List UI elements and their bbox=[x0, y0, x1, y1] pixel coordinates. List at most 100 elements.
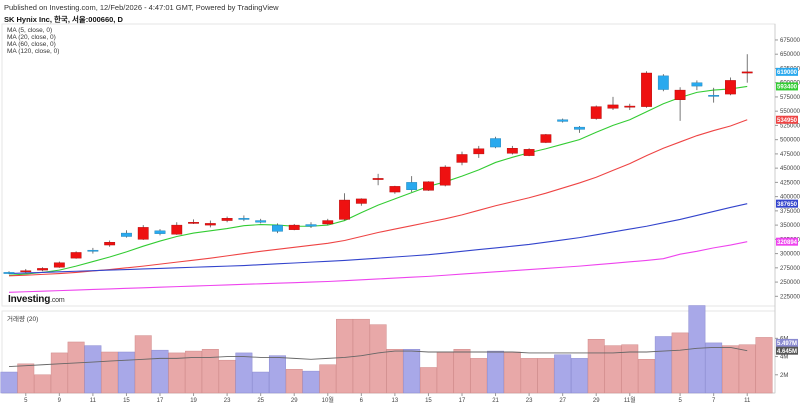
x-tick-label: 21 bbox=[492, 398, 499, 404]
investing-logo: Investing.com bbox=[8, 294, 65, 305]
candle-body bbox=[506, 148, 518, 154]
candle-body bbox=[439, 166, 451, 186]
price-tick-label: 675000 bbox=[780, 38, 800, 44]
volume-bar bbox=[117, 351, 135, 394]
volume-bar bbox=[319, 364, 337, 394]
volume-bar bbox=[201, 349, 219, 394]
candle-body bbox=[389, 186, 401, 193]
candle-body bbox=[104, 241, 116, 246]
volume-bar bbox=[436, 351, 454, 394]
price-tick-label: 650000 bbox=[780, 52, 800, 58]
candle-body bbox=[490, 138, 501, 148]
x-tick-label: 10월 bbox=[322, 396, 334, 404]
candle-body bbox=[87, 249, 99, 252]
x-tick-label: 11 bbox=[744, 398, 751, 404]
volume-bar bbox=[503, 351, 521, 394]
volume-bar bbox=[520, 358, 538, 394]
candle-body bbox=[339, 199, 350, 220]
price-tick-label: 375000 bbox=[780, 209, 800, 215]
candle-body bbox=[305, 224, 317, 227]
volume-bar bbox=[386, 349, 404, 394]
volume-ma-value-tag: 4.645M bbox=[777, 349, 797, 355]
x-tick-label: 13 bbox=[392, 398, 399, 404]
candle-body bbox=[188, 222, 199, 224]
volume-bar bbox=[570, 358, 588, 394]
x-tick-label: 11 bbox=[90, 398, 97, 404]
x-tick-label: 23 bbox=[224, 398, 231, 404]
volume-bar bbox=[185, 350, 203, 394]
candle-body bbox=[204, 223, 216, 226]
ma5-line bbox=[8, 85, 748, 276]
price-tick-label: 400000 bbox=[780, 195, 800, 201]
legend-ma60: MA (60, close, 0) bbox=[7, 41, 56, 48]
price-tick-label: 550000 bbox=[780, 109, 800, 115]
candle-body bbox=[725, 80, 736, 95]
volume-bar bbox=[369, 324, 387, 394]
volume-bar bbox=[168, 352, 186, 394]
x-tick-label: 29 bbox=[593, 398, 600, 404]
x-tick-label: 15 bbox=[425, 398, 432, 404]
volume-bar bbox=[453, 349, 471, 394]
symbol-title: SK Hynix Inc, 한국, 서울:000660, D bbox=[4, 15, 123, 24]
candle-body bbox=[456, 154, 468, 163]
candle-body bbox=[121, 232, 132, 237]
volume-bar bbox=[218, 359, 236, 394]
price-tick-label: 450000 bbox=[780, 166, 800, 172]
price-tick-label: 500000 bbox=[780, 138, 800, 144]
ma60-value-tag: 387650 bbox=[777, 202, 798, 208]
candle-body bbox=[607, 104, 619, 109]
x-tick-label: 27 bbox=[559, 398, 566, 404]
volume-bar bbox=[638, 359, 656, 394]
volume-ma-line bbox=[8, 346, 748, 368]
candle-body bbox=[20, 270, 32, 273]
ma60-line bbox=[8, 203, 748, 275]
candle-body bbox=[355, 198, 367, 204]
legend-ma5: MA (5, close, 0) bbox=[7, 27, 53, 34]
candle-body bbox=[708, 95, 720, 97]
volume-bar bbox=[268, 355, 286, 394]
price-tick-label: 250000 bbox=[780, 280, 800, 286]
price-tick-label: 475000 bbox=[780, 152, 800, 158]
volume-bar bbox=[604, 345, 622, 394]
x-tick-label: 15 bbox=[123, 398, 130, 404]
volume-bar bbox=[587, 338, 605, 394]
candle-body bbox=[557, 119, 569, 122]
volume-bar bbox=[285, 369, 303, 394]
x-tick-label: 29 bbox=[291, 398, 298, 404]
candle-body bbox=[221, 218, 233, 221]
price-pane bbox=[1, 23, 776, 307]
volume-bar bbox=[101, 351, 119, 394]
price-tick-label: 225000 bbox=[780, 294, 800, 300]
x-tick-label: 11월 bbox=[624, 396, 636, 404]
volume-bar bbox=[721, 345, 739, 394]
x-tick-label: 19 bbox=[190, 398, 197, 404]
x-tick-label: 17 bbox=[157, 398, 164, 404]
published-line: Published on Investing.com, 12/Feb/2026 … bbox=[4, 3, 279, 12]
volume-tick-label: 4M bbox=[780, 355, 788, 361]
candle-body bbox=[272, 224, 283, 232]
x-tick-label: 7 bbox=[712, 398, 716, 404]
volume-bar bbox=[621, 344, 639, 394]
x-tick-label: 17 bbox=[459, 398, 466, 404]
candle-body bbox=[674, 89, 686, 100]
ma20-value-tag: 534950 bbox=[777, 118, 798, 124]
volume-bar bbox=[50, 352, 68, 394]
ma120-value-tag-bg bbox=[776, 237, 798, 246]
volume-bar bbox=[134, 335, 152, 394]
volume-bar bbox=[487, 350, 505, 394]
candle-body bbox=[70, 252, 82, 259]
x-tick-label: 5 bbox=[24, 398, 28, 404]
ma120-line bbox=[8, 241, 748, 293]
logo-text: Investing bbox=[8, 294, 51, 305]
current-price-tag-bg bbox=[776, 67, 798, 76]
price-tick-label: 525000 bbox=[780, 123, 800, 129]
candle-body bbox=[691, 82, 703, 87]
volume-bar bbox=[470, 358, 488, 394]
volume-title: 거래량 (20) bbox=[7, 316, 39, 323]
legend-ma20: MA (20, close, 0) bbox=[7, 34, 56, 41]
candle-body bbox=[3, 272, 15, 274]
candle-body bbox=[523, 149, 535, 156]
ma5-value-tag: 593400 bbox=[777, 85, 798, 91]
volume-bar bbox=[336, 318, 354, 394]
